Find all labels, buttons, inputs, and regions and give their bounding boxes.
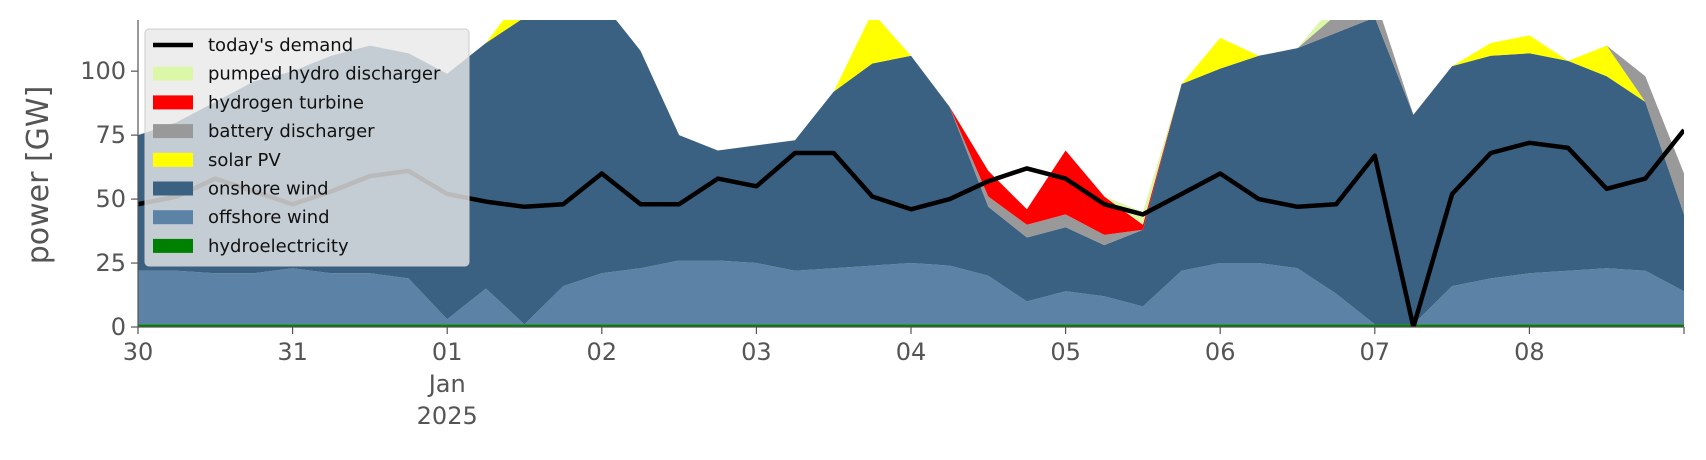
legend-swatch (153, 66, 193, 81)
legend-label: battery discharger (208, 121, 375, 142)
axes: 0 25 50 75 100 30 31 01 Jan 2025 02 03 04 05 06 07 08 (80, 20, 1685, 430)
legend-swatch (153, 124, 193, 139)
legend-label: onshore wind (208, 179, 329, 200)
legend-label: hydroelectricity (208, 236, 349, 257)
legend-label: pumped hydro discharger (208, 64, 441, 85)
x-tick-label: 03 (741, 338, 772, 366)
legend-label: offshore wind (208, 207, 330, 228)
x-tick-label: 06 (1205, 338, 1236, 366)
legend-swatch (153, 152, 193, 167)
y-tick-label: 25 (95, 249, 126, 277)
y-tick-label: 75 (95, 121, 126, 149)
y-tick-label: 50 (95, 185, 126, 213)
legend-swatch (153, 238, 193, 253)
y-axis-label: power [GW] (21, 86, 56, 265)
area-offshore-wind (138, 260, 1684, 325)
area-solar-pv (138, 20, 1684, 246)
y-tick-label: 100 (80, 57, 126, 85)
area-onshore-wind (138, 20, 1684, 325)
plot-areas (138, 20, 1684, 327)
x-tick-label: 07 (1360, 338, 1391, 366)
y-tick-label: 0 (111, 313, 126, 341)
legend-swatch (153, 210, 193, 225)
area-hydroelectricity (138, 324, 1684, 327)
legend-box (144, 28, 470, 267)
legend-swatch (153, 181, 193, 196)
x-tick-sublabel-month: Jan (427, 370, 466, 398)
x-tick-label: 01 (432, 338, 463, 366)
legend-label: today's demand (208, 35, 353, 56)
x-tick-label: 08 (1514, 338, 1545, 366)
legend-label: hydrogen turbine (208, 92, 364, 113)
x-tick-label: 04 (896, 338, 927, 366)
x-tick-label: 05 (1050, 338, 1081, 366)
x-tick-label: 02 (587, 338, 618, 366)
x-tick-label: 30 (123, 338, 154, 366)
legend-swatch (153, 95, 193, 110)
legend: today's demand pumped hydro discharger hyd… (144, 28, 470, 267)
x-tick-label: 31 (277, 338, 308, 366)
legend-label: solar PV (208, 150, 281, 171)
x-tick-sublabel-year: 2025 (417, 402, 478, 430)
